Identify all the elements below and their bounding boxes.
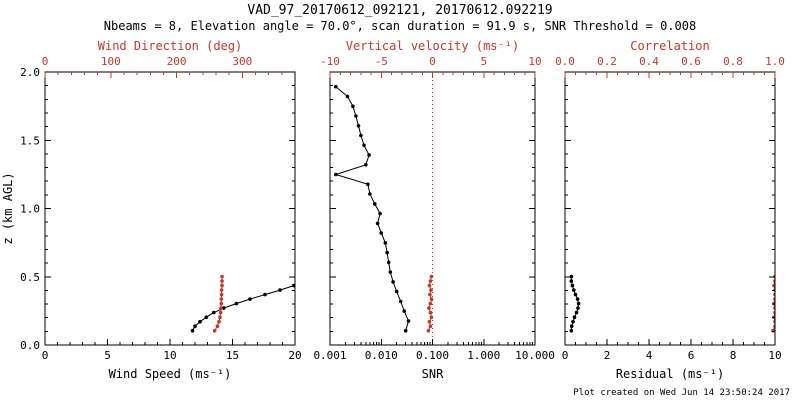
svg-text:20: 20: [288, 349, 301, 362]
svg-text:15: 15: [226, 349, 239, 362]
svg-text:8: 8: [730, 349, 737, 362]
svg-text:1.0: 1.0: [765, 55, 785, 68]
svg-text:0.100: 0.100: [416, 349, 449, 362]
panel-residual: 0 2 4 6 8 10 Residual (ms⁻¹) 0.0 0.2 0.4 0.6 0.8 1.0…: [555, 39, 785, 381]
svg-text:2: 2: [604, 349, 611, 362]
header: VAD_97_20170612_092121, 20170612.092219 …: [0, 3, 800, 33]
svg-text:0.0: 0.0: [555, 55, 575, 68]
snr-bottom-axis-title: SNR: [422, 367, 444, 381]
svg-text:4: 4: [646, 349, 653, 362]
y-axis-title: z (km AGL): [1, 172, 15, 244]
svg-text:0.4: 0.4: [639, 55, 659, 68]
residual-series: [569, 274, 581, 333]
panel-wind: 0 5 10 15 20 Wind Speed (ms⁻¹) 0 100 200 300 Wind …: [20, 39, 302, 381]
plot-created-timestamp: Plot created on Wed Jun 14 23:50:24 2017: [573, 388, 790, 398]
wind-top-axis-title: Wind Direction (deg): [98, 39, 243, 53]
svg-text:2.0: 2.0: [20, 66, 40, 79]
wind-bottom-axis: 0 5 10 15 20 Wind Speed (ms⁻¹): [42, 339, 302, 381]
panel-snr: 0.001 0.010 0.100 1.000 10.000 SNR -10 -5 0 5 10 Ve…: [313, 39, 554, 381]
svg-text:10.000: 10.000: [515, 349, 555, 362]
residual-bottom-axis: 0 2 4 6 8 10 Residual (ms⁻¹): [562, 339, 782, 381]
svg-text:0.2: 0.2: [597, 55, 617, 68]
svg-text:10: 10: [768, 349, 781, 362]
svg-text:0: 0: [42, 349, 49, 362]
svg-text:0.001: 0.001: [313, 349, 346, 362]
svg-text:0: 0: [42, 55, 49, 68]
svg-text:300: 300: [232, 55, 252, 68]
snr-series: [334, 84, 411, 333]
svg-text:6: 6: [688, 349, 695, 362]
svg-text:0.010: 0.010: [365, 349, 398, 362]
wind-direction-series: [212, 274, 224, 333]
snr-bottom-axis: 0.001 0.010 0.100 1.000 10.000 SNR: [313, 339, 555, 381]
svg-text:0.0: 0.0: [20, 339, 40, 352]
wind-y-axis: 0.0 0.5 1.0 1.5 2.0: [20, 66, 295, 352]
residual-top-axis-title: Correlation: [630, 39, 709, 53]
svg-text:5: 5: [104, 349, 111, 362]
svg-text:0.5: 0.5: [20, 271, 40, 284]
svg-text:200: 200: [167, 55, 187, 68]
svg-text:1.5: 1.5: [20, 134, 40, 147]
vertical-velocity-series: [426, 274, 434, 333]
snr-top-axis: -10 -5 0 5 10 Vertical velocity (ms⁻¹): [320, 39, 542, 78]
wind-bottom-axis-title: Wind Speed (ms⁻¹): [109, 367, 232, 381]
svg-text:-5: -5: [375, 55, 388, 68]
svg-text:5: 5: [480, 55, 487, 68]
svg-text:z (km AGL): z (km AGL): [1, 172, 15, 244]
plot-box: [44, 71, 296, 346]
svg-text:100: 100: [101, 55, 121, 68]
svg-text:0.8: 0.8: [723, 55, 743, 68]
plot-title: VAD_97_20170612_092121, 20170612.092219: [247, 3, 553, 18]
svg-text:1.000: 1.000: [467, 349, 500, 362]
snr-y-axis: [330, 71, 535, 346]
plot-subtitle: Nbeams = 8, Elevation angle = 70.0°, sca…: [103, 19, 697, 33]
wind-top-axis: 0 100 200 300 Wind Direction (deg): [42, 39, 283, 78]
svg-text:0.6: 0.6: [681, 55, 701, 68]
svg-text:1.0: 1.0: [20, 203, 40, 216]
svg-text:0: 0: [429, 55, 436, 68]
wind-speed-series: [190, 283, 295, 333]
plot-box: [564, 71, 776, 346]
svg-text:-10: -10: [320, 55, 340, 68]
residual-top-axis: 0.0 0.2 0.4 0.6 0.8 1.0 Correlation: [555, 39, 785, 78]
svg-text:10: 10: [163, 349, 176, 362]
snr-top-axis-title: Vertical velocity (ms⁻¹): [346, 39, 519, 53]
svg-text:10: 10: [528, 55, 541, 68]
residual-y-axis: [565, 71, 775, 346]
residual-bottom-axis-title: Residual (ms⁻¹): [616, 367, 724, 381]
svg-text:0: 0: [562, 349, 569, 362]
